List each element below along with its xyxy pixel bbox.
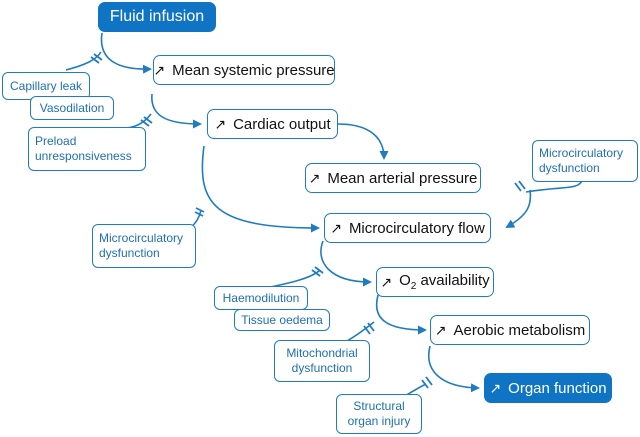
arrow-map-to-microflow [505,189,532,228]
bar-mito [363,322,375,335]
microcirculatory-dysfunction-left-label: Microcirculatory dysfunction [99,231,184,260]
structural-organ-injury-box: Structural organ injury [336,394,422,434]
tissue-oedema-label: Tissue oedema [241,312,323,327]
arrow-co-to-microflow [201,145,320,233]
arrow-microflow-to-o2 [320,240,372,287]
aerobic-metabolism-label: Aerobic metabolism [453,321,586,339]
haemodilution-label: Haemodilution [222,290,300,305]
mean-arterial-pressure-label: Mean arterial pressure [327,169,478,187]
bar-micro-right [514,180,526,192]
microcirculatory-dysfunction-left-box: Microcirculatory dysfunction [92,224,196,268]
increase-arrow-icon: ↗ [434,321,447,338]
mean-systemic-pressure-label: Mean systemic pressure [172,61,335,79]
o2-availability-label: O2 availability [399,272,490,292]
mitochondrial-dysfunction-label: Mitochondrial dysfunction [286,346,358,375]
cardiac-output-box: ↗ Cardiac output [207,109,338,139]
increase-arrow-icon: ↗ [308,169,321,186]
microcirculatory-flow-label: Microcirculatory flow [348,219,485,237]
fluid-infusion-label: Fluid infusion [109,8,205,25]
preload-unresponsiveness-box: Preload unresponsiveness [28,127,146,171]
arrow-msp-to-co [151,93,202,129]
haemodilution-box: Haemodilution [214,286,308,310]
inhibit-capillary-leak [65,51,102,71]
arrow-o2-to-aerobic [375,294,427,335]
bar-micro-left [194,207,205,217]
bar-preload [140,116,153,127]
increase-arrow-icon: ↗ [489,379,502,396]
mean-arterial-pressure-box: ↗ Mean arterial pressure [305,163,481,193]
vasodilation-box: Vasodilation [30,96,114,120]
tissue-oedema-box: Tissue oedema [234,309,330,331]
microcirculatory-flow-box: ↗ Microcirculatory flow [324,213,491,243]
microcirculatory-dysfunction-right-box: Microcirculatory dysfunction [532,140,638,182]
fluid-infusion-box: Fluid infusion [98,2,216,32]
organ-function-label: Organ function [508,379,607,397]
capillary-leak-label: Capillary leak [9,78,83,93]
aerobic-metabolism-box: ↗ Aerobic metabolism [430,315,590,345]
mitochondrial-dysfunction-box: Mitochondrial dysfunction [274,340,370,382]
increase-arrow-icon: ↗ [380,273,393,290]
bar-haemodilution [311,266,324,277]
organ-function-box: ↗ Organ function [484,373,612,403]
inhibit-micro-right [525,179,583,193]
increase-arrow-icon: ↗ [153,61,166,78]
arrow-co-to-map [337,123,389,160]
bar-capillary-leak [90,53,103,64]
o2-availability-box: ↗ O2 availability [376,267,494,297]
increase-arrow-icon: ↗ [214,115,227,132]
vasodilation-label: Vasodilation [39,100,105,115]
increase-arrow-icon: ↗ [330,219,342,236]
capillary-leak-box: Capillary leak [2,72,90,100]
preload-unresponsiveness-label: Preload unresponsiveness [35,134,132,163]
structural-organ-injury-label: Structural organ injury [347,399,411,428]
microcirculatory-dysfunction-right-label: Microcirculatory dysfunction [539,146,624,175]
arrow-fluid-to-msp [100,32,152,74]
mean-systemic-pressure-box: ↗ Mean systemic pressure [153,55,335,85]
cardiac-output-label: Cardiac output [233,115,331,133]
arrow-aerobic-to-organ [428,345,480,393]
bar-structural [421,376,433,389]
